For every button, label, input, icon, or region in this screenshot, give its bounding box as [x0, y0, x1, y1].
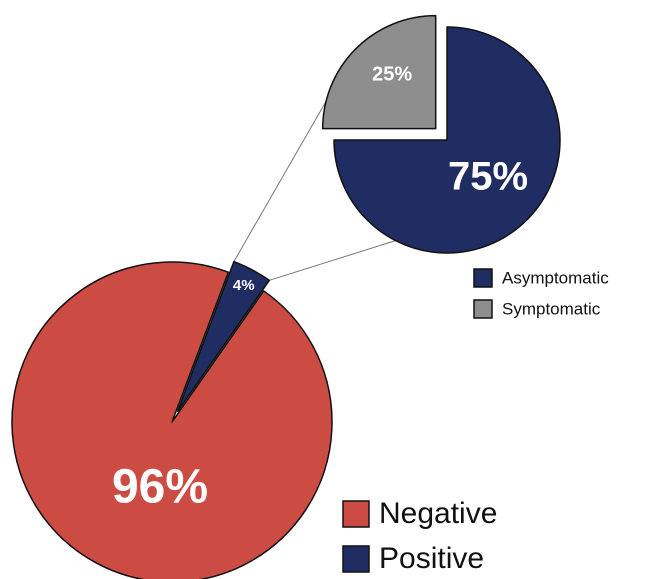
slice-labels: 96% 4% 75% 25% [112, 63, 528, 513]
slice-symptomatic [321, 14, 437, 130]
legend-swatch-asymptomatic [473, 268, 493, 288]
label-asymptomatic: 75% [448, 155, 528, 199]
legend-label-positive: Positive [379, 542, 484, 575]
legend-swatch-negative [342, 500, 370, 528]
slice-asymptomatic [333, 26, 561, 254]
label-negative: 96% [112, 461, 208, 514]
legend-swatch-symptomatic [473, 299, 493, 319]
connector-line [233, 101, 327, 262]
slice-positive [176, 260, 271, 413]
label-positive: 4% [233, 277, 255, 294]
breakdown-pie [321, 14, 561, 254]
legend-label-symptomatic: Symptomatic [502, 299, 601, 318]
legends: Asymptomatic Symptomatic Negative Positive [342, 268, 609, 575]
legend-swatch-positive [342, 545, 370, 573]
main-pie [11, 260, 333, 579]
legend-label-asymptomatic: Asymptomatic [502, 268, 609, 287]
legend-label-negative: Negative [379, 497, 497, 530]
slice-negative [11, 261, 333, 579]
label-symptomatic: 25% [372, 63, 412, 85]
